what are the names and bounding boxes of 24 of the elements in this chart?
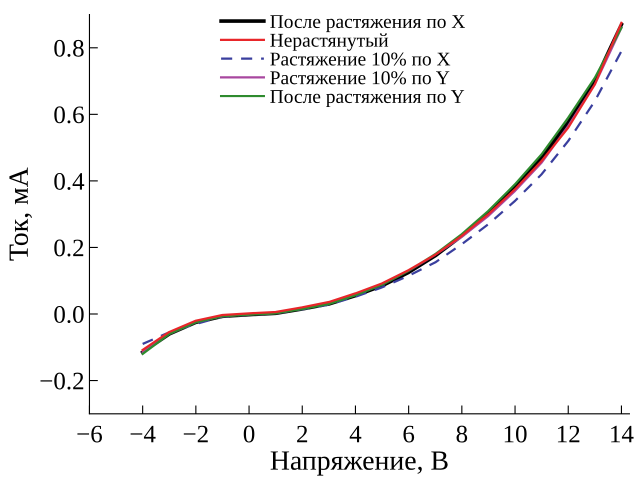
- y-tick-label: 0.8: [54, 40, 84, 57]
- legend-label: Нерастянутый: [270, 33, 388, 51]
- x-tick-label: 10: [504, 426, 527, 443]
- x-tick-label: −2: [184, 426, 208, 442]
- x-tick-label: 0: [244, 426, 254, 443]
- x-tick-label: 12: [558, 426, 580, 442]
- legend-label: После растяжения по X: [270, 15, 466, 32]
- x-tick-label: 6: [403, 426, 414, 443]
- x-tick-label: −4: [130, 426, 156, 442]
- legend-label: Растяжение 10% по X: [270, 52, 450, 66]
- y-tick-label: 0.0: [54, 306, 84, 324]
- x-axis-title: Напряжение, В: [270, 451, 448, 476]
- y-axis-title: Ток, мА: [9, 167, 32, 261]
- y-tick-label: 0.2: [54, 239, 84, 256]
- x-tick-label: −6: [77, 426, 102, 443]
- y-tick-label: 0.6: [54, 106, 84, 124]
- x-tick-label: 8: [456, 426, 468, 443]
- y-tick-label: −0.2: [40, 372, 84, 390]
- legend-label: После растяжения по Y: [270, 90, 464, 108]
- legend-label: Растяжение 10% по Y: [270, 71, 450, 84]
- x-tick-label: 14: [611, 426, 634, 442]
- y-tick-label: 0.4: [54, 172, 84, 190]
- x-tick-label: 2: [297, 426, 308, 442]
- x-tick-label: 4: [350, 426, 362, 442]
